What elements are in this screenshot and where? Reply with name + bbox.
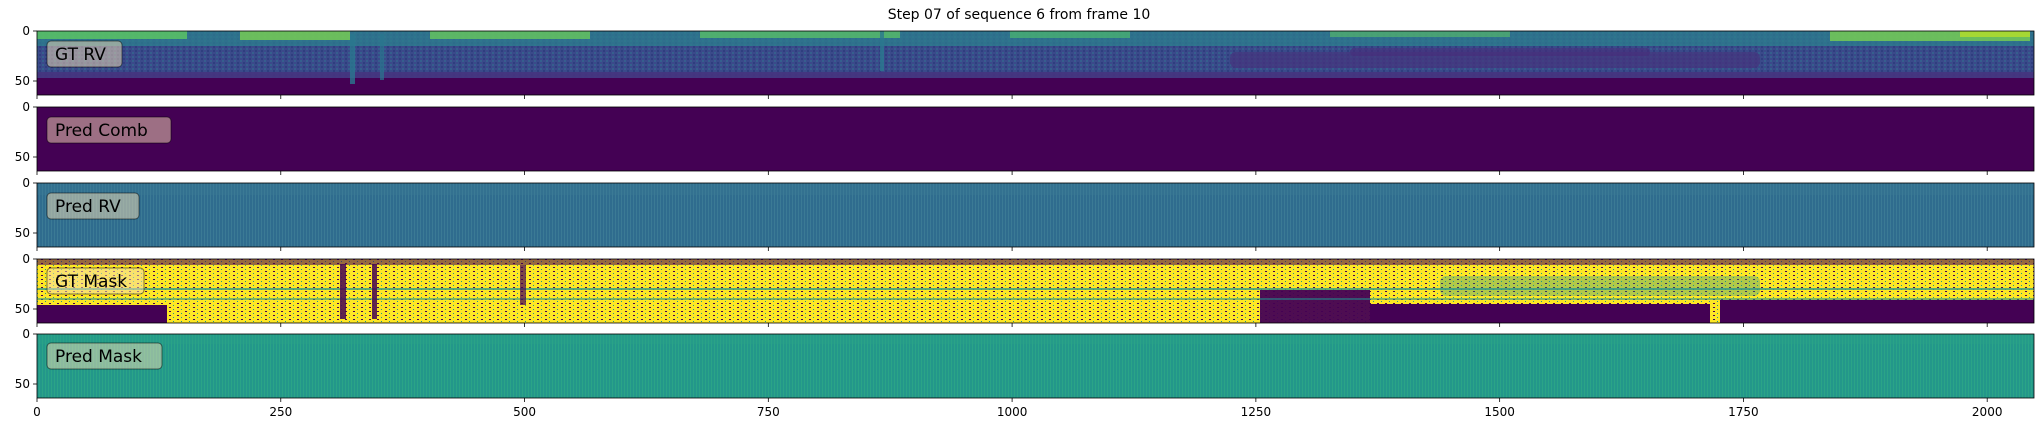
y-tick-label: 0 [22,24,30,38]
y-axes: 0 50 0 50 0 50 0 50 0 50 [15,24,37,391]
panel-gt-rv [36,30,2035,96]
panel-gt-mask [36,258,2035,324]
x-tick-label: 1500 [1484,405,1515,419]
y-tick-label: 0 [22,100,30,114]
heatmap-pred-comb [36,106,2035,172]
x-tick-label: 750 [757,405,780,419]
x-tick-label: 500 [513,405,536,419]
chart-title: Step 07 of sequence 6 from frame 10 [888,7,1151,23]
panel-pred-mask [36,333,2035,399]
x-axis: 0 250 500 750 1000 1250 1500 1750 2000 [33,95,2002,419]
y-tick-label: 0 [22,252,30,266]
y-tick-label: 50 [15,226,30,240]
x-tick-label: 250 [269,405,292,419]
y-tick-label: 0 [22,327,30,341]
panel-label-pred-mask: Pred Mask [55,347,142,367]
y-tick-label: 50 [15,74,30,88]
panel-label-gt-mask: GT Mask [55,272,127,292]
panel-pred-rv [36,182,2035,248]
y-tick-label: 0 [22,176,30,190]
heatmap-pred-rv [37,183,2034,247]
heatmap-pred-mask [37,334,2034,398]
y-tick-label: 50 [15,150,30,164]
panel-label-pred-comb: Pred Comb [55,121,148,141]
x-tick-label: 1000 [997,405,1028,419]
panel-label-pred-rv: Pred RV [55,197,121,217]
y-tick-label: 50 [15,302,30,316]
x-tick-label: 0 [33,405,41,419]
panel-pred-comb [36,106,2035,172]
y-tick-label: 50 [15,377,30,391]
x-tick-label: 2000 [1972,405,2003,419]
x-tick-label: 1750 [1728,405,1759,419]
panel-label-gt-rv: GT RV [55,45,106,65]
panel-labels: GT RV Pred Comb Pred RV GT Mask Pred Mas… [46,40,172,370]
x-tick-label: 1250 [1241,405,1272,419]
